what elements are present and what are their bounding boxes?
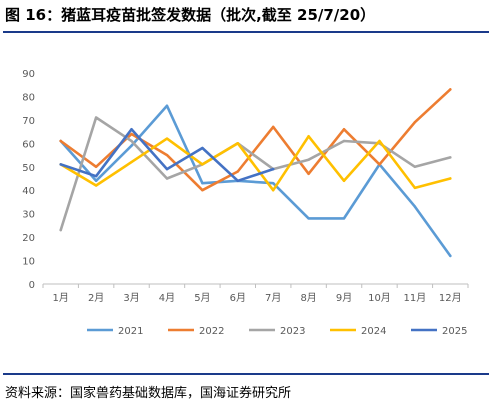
y-tick-label: 30 [22, 210, 35, 221]
x-tick-label: 2月 [88, 292, 104, 304]
data-point-2022 [94, 165, 98, 168]
data-point-2021 [342, 217, 346, 220]
data-point-2024 [378, 139, 381, 143]
data-point-2022 [449, 88, 452, 91]
data-point-2025 [201, 146, 204, 150]
x-tick-label: 10月 [368, 292, 391, 304]
data-point-2023 [130, 139, 133, 143]
data-point-2024 [236, 142, 239, 145]
data-point-2021 [165, 104, 169, 108]
data-point-2022 [130, 132, 133, 136]
data-point-2025 [272, 167, 275, 171]
x-tick-label: 8月 [300, 292, 316, 304]
data-point-2024 [449, 177, 452, 180]
legend-label-2021: 2021 [118, 326, 143, 337]
line-chart: 0 10 20 30 40 50 60 70 80 90 1月 2月 3月 4月 5月 6月 7月 8月 9月 10月… [22, 69, 469, 337]
data-point-2022 [272, 125, 275, 129]
data-point-2021 [201, 181, 204, 185]
legend-label-2022: 2022 [199, 326, 224, 337]
data-point-2024 [165, 137, 169, 140]
data-point-2024 [307, 135, 310, 138]
data-point-2022 [378, 163, 381, 166]
source-note: 资料来源：国家兽药基础数据库，国海证券研究所 [5, 386, 292, 401]
y-tick-label: 0 [29, 280, 35, 291]
data-point-2022 [59, 139, 62, 143]
chart-title: 图 16：猪蓝耳疫苗批签发数据（批次,截至 25/7/20） [5, 6, 376, 24]
data-point-2025 [94, 174, 98, 178]
data-point-2023 [59, 228, 62, 232]
data-point-2025 [236, 179, 239, 183]
y-tick-label: 90 [22, 69, 35, 80]
legend-label-2024: 2024 [361, 326, 386, 337]
data-point-2021 [94, 179, 98, 183]
y-tick-label: 50 [22, 163, 35, 174]
data-point-2024 [130, 160, 133, 164]
legend-label-2025: 2025 [442, 326, 467, 337]
x-tick-label: 1月 [53, 292, 69, 304]
series-line-2024 [59, 135, 452, 192]
x-tick-label: 7月 [265, 292, 281, 304]
data-point-2023 [449, 156, 452, 159]
data-point-2021 [307, 217, 310, 220]
data-point-2022 [413, 121, 417, 124]
x-tick-label: 5月 [194, 292, 210, 304]
y-tick-label: 10 [22, 257, 35, 268]
y-tick-label: 40 [22, 186, 35, 197]
data-point-2022 [307, 172, 310, 176]
data-point-2023 [307, 158, 310, 161]
data-point-2025 [165, 167, 169, 171]
data-point-2024 [94, 184, 98, 187]
chart-axes: 0 10 20 30 40 50 60 70 80 90 1月 2月 3月 4月 5月 6月 7月 8月 9月 10月… [22, 69, 469, 304]
legend-label-2023: 2023 [280, 326, 305, 337]
data-point-2023 [413, 165, 417, 168]
data-point-2021 [272, 181, 275, 185]
data-point-2022 [201, 189, 204, 192]
data-point-2023 [94, 116, 98, 119]
x-tick-label: 4月 [159, 292, 175, 304]
y-tick-label: 20 [22, 233, 35, 244]
data-point-2021 [413, 205, 417, 208]
data-point-2025 [59, 163, 62, 166]
chart-series-lines [59, 88, 452, 258]
data-point-2021 [449, 254, 452, 258]
data-point-2022 [165, 153, 169, 157]
y-tick-label: 80 [22, 92, 35, 103]
y-tick-label: 70 [22, 116, 35, 127]
data-point-2024 [272, 189, 275, 192]
data-point-2022 [342, 128, 346, 131]
data-point-2024 [413, 186, 417, 190]
data-point-2023 [342, 139, 346, 143]
series-line-2021 [59, 104, 452, 258]
x-tick-label: 6月 [230, 292, 246, 304]
title-divider [3, 31, 489, 33]
data-point-2024 [342, 179, 346, 183]
data-point-2024 [201, 163, 204, 166]
series-line-2022 [59, 88, 452, 192]
data-point-2021 [130, 144, 133, 147]
data-point-2023 [165, 177, 169, 180]
y-tick-label: 60 [22, 139, 35, 150]
x-tick-label: 12月 [439, 292, 462, 304]
x-tick-label: 11月 [404, 292, 427, 304]
x-tick-label: 9月 [336, 292, 352, 304]
source-divider [3, 373, 489, 375]
x-tick-label: 3月 [123, 292, 139, 304]
data-point-2025 [130, 128, 133, 131]
chart-legend: 2021 2022 2023 2024 2025 [87, 326, 467, 337]
data-point-2022 [236, 170, 239, 173]
